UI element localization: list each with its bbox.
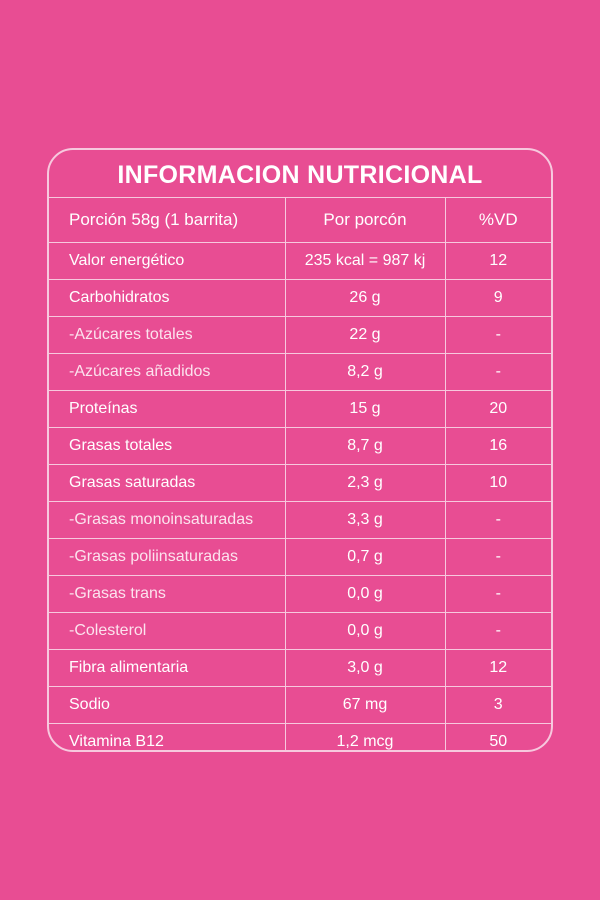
nutrient-dv: 16 bbox=[445, 427, 551, 465]
nutrient-dv: 9 bbox=[445, 279, 551, 317]
table-row: Valor energético 235 kcal = 987 kj 12 bbox=[49, 242, 551, 280]
table-row: -Azúcares añadidos 8,2 g - bbox=[49, 353, 551, 391]
nutrient-name: Grasas saturadas bbox=[49, 464, 286, 502]
table-row: -Grasas monoinsaturadas 3,3 g - bbox=[49, 501, 551, 539]
nutrient-dv: 50 bbox=[489, 733, 508, 750]
nutrient-value: 15 g bbox=[285, 390, 446, 428]
panel-title: INFORMACION NUTRICIONAL bbox=[49, 150, 551, 198]
nutrient-value: 2,3 g bbox=[285, 464, 446, 502]
nutrition-facts-panel: INFORMACION NUTRICIONAL Porción 58g (1 b… bbox=[47, 148, 553, 752]
nutrient-name: -Grasas trans bbox=[49, 575, 286, 613]
nutrient-value: 0,0 g bbox=[285, 612, 446, 650]
table-row: -Grasas trans 0,0 g - bbox=[49, 575, 551, 613]
nutrient-value: 8,7 g bbox=[285, 427, 446, 465]
nutrient-value: 26 g bbox=[285, 279, 446, 317]
nutrient-value: 67 mg bbox=[285, 686, 446, 724]
nutrient-value: 0,7 g bbox=[285, 538, 446, 576]
table-row: Fibra alimentaria 3,0 g 12 bbox=[49, 649, 551, 687]
nutrient-dv: - bbox=[445, 612, 551, 650]
nutrient-name: Fibra alimentaria bbox=[49, 649, 286, 687]
nutrition-table: Porción 58g (1 barrita) Por porcón %VD V… bbox=[49, 198, 551, 750]
nutrient-dv: 20 bbox=[445, 390, 551, 428]
nutrient-name: -Azúcares añadidos bbox=[49, 353, 286, 391]
nutrient-name: Sodio bbox=[49, 686, 286, 724]
nutrient-dv: - bbox=[445, 538, 551, 576]
table-row: Vitamina B12 1,2 mcg 50 bbox=[49, 723, 551, 750]
table-row: Carbohidratos 26 g 9 bbox=[49, 279, 551, 317]
table-row: -Colesterol 0,0 g - bbox=[49, 612, 551, 650]
nutrient-value: 3,3 g bbox=[285, 501, 446, 539]
nutrient-dv: - bbox=[445, 316, 551, 354]
table-header-row: Porción 58g (1 barrita) Por porcón %VD bbox=[49, 198, 551, 243]
nutrient-name: -Grasas poliinsaturadas bbox=[49, 538, 286, 576]
table-row: Grasas totales 8,7 g 16 bbox=[49, 427, 551, 465]
nutrient-dv: - bbox=[445, 575, 551, 613]
nutrient-name: Carbohidratos bbox=[49, 279, 286, 317]
table-row: -Azúcares totales 22 g - bbox=[49, 316, 551, 354]
nutrient-name: -Azúcares totales bbox=[49, 316, 286, 354]
table-row: Proteínas 15 g 20 bbox=[49, 390, 551, 428]
nutrient-value: 235 kcal = 987 kj bbox=[285, 242, 446, 280]
header-portion: Porción 58g (1 barrita) bbox=[49, 198, 286, 243]
nutrient-name: Vitamina B12 bbox=[49, 723, 286, 750]
nutrient-dv: - bbox=[445, 353, 551, 391]
nutrient-dv: 12 bbox=[445, 242, 551, 280]
nutrient-name: -Grasas monoinsaturadas bbox=[49, 501, 286, 539]
nutrient-name: Grasas totales bbox=[49, 427, 286, 465]
header-per-portion: Por porcón bbox=[285, 198, 446, 243]
nutrient-value: 3,0 g bbox=[285, 649, 446, 687]
nutrient-name: Valor energético bbox=[49, 242, 286, 280]
table-row: -Grasas poliinsaturadas 0,7 g - bbox=[49, 538, 551, 576]
nutrient-dv: 10 bbox=[445, 464, 551, 502]
nutrient-name: -Colesterol bbox=[49, 612, 286, 650]
nutrient-value: 0,0 g bbox=[285, 575, 446, 613]
nutrient-value: 1,2 mcg bbox=[285, 723, 446, 750]
table-row: Sodio 67 mg 3 bbox=[49, 686, 551, 724]
nutrient-dv: 12 bbox=[445, 649, 551, 687]
nutrient-value: 8,2 g bbox=[285, 353, 446, 391]
nutrient-name: Proteínas bbox=[49, 390, 286, 428]
nutrient-value: 22 g bbox=[285, 316, 446, 354]
nutrient-dv: 3 bbox=[445, 686, 551, 724]
header-dv: %VD bbox=[445, 198, 551, 243]
table-row: Grasas saturadas 2,3 g 10 bbox=[49, 464, 551, 502]
nutrient-dv: - bbox=[445, 501, 551, 539]
